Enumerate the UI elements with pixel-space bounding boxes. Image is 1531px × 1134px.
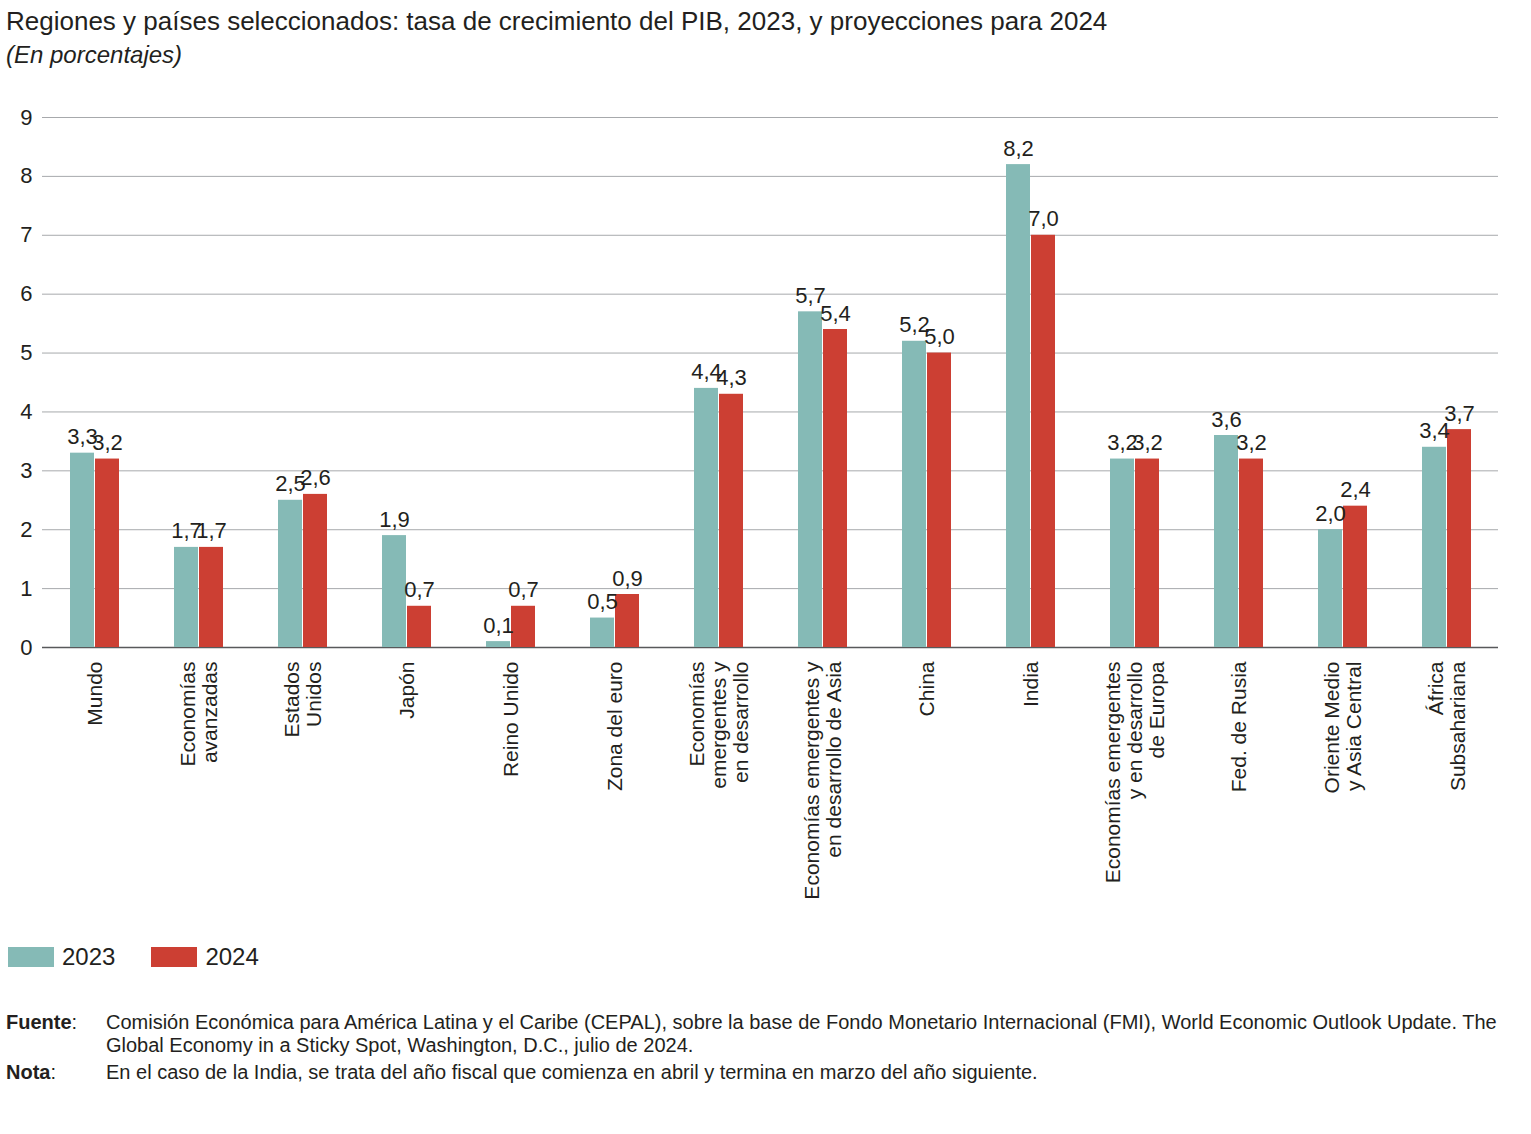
html-text:Comisión Económica para Améric: Comisión Económica para América Latina y… [106,1011,1497,1056]
svg-text:5: 5 [20,340,32,365]
svg-text:3,2: 3,2 [1132,430,1163,455]
svg-text:3,2: 3,2 [1107,430,1138,456]
html-text:En el caso de la India, se tra: En el caso de la India, se trata del año… [106,1061,1038,1083]
svg-text:Oriente Medioy Asia Central: Oriente Medioy Asia Central [1320,662,1365,794]
svg-text:3,6: 3,6 [1211,407,1242,432]
svg-text:0,7: 0,7 [404,577,435,602]
svg-text:Economíasavanzadas: Economíasavanzadas [176,662,221,767]
svg-text:1: 1 [20,576,32,601]
svg-text:Reino Unido: Reino Unido [499,662,522,778]
svg-text:3,7: 3,7 [1444,401,1475,426]
svg-text:0,5: 0,5 [587,589,618,614]
svg-text:8,2: 8,2 [1003,136,1034,161]
html-text:2023: 2023 [62,943,116,970]
svg-text:5,7: 5,7 [795,282,826,308]
svg-text:7: 7 [20,222,32,247]
html-text:2024: 2024 [205,943,259,970]
svg-text:India: India [1019,661,1042,707]
svg-text:0: 0 [20,635,32,660]
html-text:Nota: Nota [6,1061,51,1083]
svg-text:3,2: 3,2 [1236,430,1267,455]
svg-text:2,6: 2,6 [300,465,331,490]
svg-text:5,0: 5,0 [924,324,955,349]
svg-text:4,3: 4,3 [716,365,747,390]
svg-text:2,5: 2,5 [275,471,306,497]
svg-text:8: 8 [20,163,32,188]
svg-text:5,2: 5,2 [899,312,930,338]
svg-text:9: 9 [20,105,32,130]
svg-text:4: 4 [20,399,32,424]
html-text:Fuente: Fuente [6,1011,72,1033]
svg-text:3: 3 [20,458,32,483]
svg-text:0,1: 0,1 [483,613,514,638]
html-text:Regiones y países seleccionado: Regiones y países seleccionados: tasa de… [6,6,1108,36]
svg-text:Economías emergentesy en desar: Economías emergentesy en desarrollode Eu… [1101,661,1168,883]
svg-text:2,0: 2,0 [1315,501,1346,526]
svg-text:2,4: 2,4 [1340,477,1371,502]
svg-text:Fed. de Rusia: Fed. de Rusia [1227,661,1250,792]
svg-text:0,9: 0,9 [612,566,643,591]
svg-text:Economíasemergentes yen desarr: Economíasemergentes yen desarrollo [685,661,752,789]
svg-text:Zona del euro: Zona del euro [603,662,626,792]
svg-text:7,0: 7,0 [1028,206,1059,231]
svg-text:1,7: 1,7 [171,518,202,544]
svg-text:China: China [915,661,938,716]
svg-text:1,7: 1,7 [196,518,227,543]
svg-text:3,2: 3,2 [92,430,123,455]
svg-text:EstadosUnidos: EstadosUnidos [280,662,325,738]
html-text:(En porcentajes): (En porcentajes) [6,41,183,68]
svg-text:1,9: 1,9 [379,507,410,532]
svg-text:6: 6 [20,281,32,306]
svg-text:Mundo: Mundo [83,662,106,726]
svg-text:5,4: 5,4 [820,301,851,326]
svg-text:ÁfricaSubsahariana: ÁfricaSubsahariana [1424,661,1469,791]
svg-text:2: 2 [20,517,32,542]
svg-text:3,4: 3,4 [1419,418,1450,444]
svg-text:0,7: 0,7 [508,577,539,602]
svg-text:3,3: 3,3 [67,424,98,450]
svg-text:Economías emergentes yen desar: Economías emergentes yen desarrollo de A… [800,661,845,900]
svg-text:Japón: Japón [395,662,418,719]
svg-text:4,4: 4,4 [691,359,722,385]
